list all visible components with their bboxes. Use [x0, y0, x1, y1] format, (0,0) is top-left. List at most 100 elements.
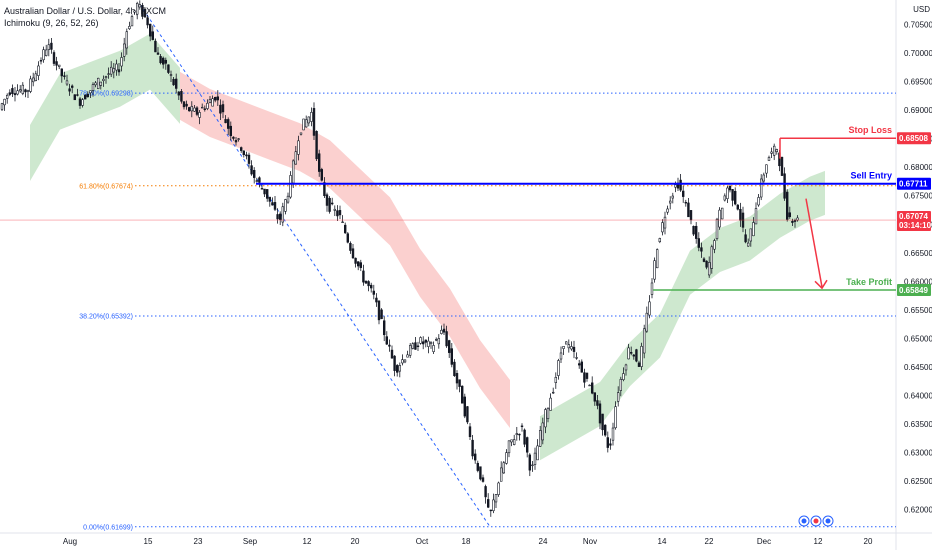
candle [255, 180, 258, 182]
candle [700, 247, 703, 252]
current-price-tag [897, 211, 931, 232]
candle [460, 385, 464, 404]
candle [661, 222, 664, 233]
candle [190, 106, 193, 112]
candle [356, 261, 360, 267]
ichimoku-cloud-bullish [30, 33, 180, 181]
candle [642, 328, 646, 354]
candle [687, 202, 690, 218]
candle [450, 348, 453, 365]
candle [497, 482, 500, 495]
candle [398, 365, 401, 372]
candle [234, 140, 238, 143]
trade-level-value: 0.65849 [899, 286, 928, 295]
x-tick-label: 18 [462, 537, 471, 546]
candle [182, 101, 186, 108]
candle [770, 151, 773, 154]
candle [164, 59, 167, 64]
candle [294, 151, 297, 165]
candle [304, 119, 308, 128]
currency-label: USD [913, 5, 930, 14]
candle [684, 201, 688, 204]
candle [55, 61, 58, 66]
x-tick-label: 23 [194, 537, 203, 546]
candle [609, 443, 612, 446]
candle [525, 437, 529, 453]
candle [11, 88, 14, 94]
candle [13, 93, 17, 96]
candle [780, 156, 784, 176]
candle [427, 340, 430, 347]
candle [16, 90, 19, 95]
candle [749, 228, 753, 242]
candle [268, 196, 271, 202]
candle [336, 210, 339, 217]
candle [492, 499, 495, 512]
candle [447, 340, 451, 353]
fib-level-label: 78.60%(0.69298) [79, 91, 133, 98]
candle [159, 56, 162, 64]
y-tick-label: 0.70000 [904, 49, 932, 58]
candle [788, 212, 792, 218]
candle [203, 108, 206, 110]
fib-level-label: 61.80%(0.67674) [79, 183, 133, 190]
candle [736, 204, 740, 210]
candle [401, 359, 404, 364]
candle [762, 174, 766, 182]
candle [645, 312, 649, 332]
y-tick-label: 0.62500 [904, 477, 932, 486]
candle [414, 342, 417, 350]
candle [572, 346, 576, 352]
candle [65, 80, 69, 85]
candle [505, 452, 508, 464]
candle [5, 94, 9, 99]
economic-event-icon-dot [813, 518, 819, 524]
candle [544, 409, 547, 428]
trade-level-tag [897, 132, 931, 145]
x-tick-label: 20 [351, 537, 360, 546]
candle [3, 98, 6, 106]
candle [307, 116, 310, 124]
candle [432, 345, 435, 352]
candle [86, 93, 90, 98]
candle [362, 270, 365, 283]
candle [136, 3, 139, 15]
candle [224, 119, 227, 124]
candle [175, 78, 178, 89]
candle [57, 64, 61, 67]
y-tick-label: 0.65500 [904, 306, 932, 315]
candle [502, 462, 505, 474]
candle [689, 210, 693, 221]
economic-event-icon-dot [825, 518, 831, 524]
candle [601, 413, 604, 431]
candle [707, 262, 711, 276]
candle [494, 494, 498, 503]
candle [229, 125, 232, 137]
candle [18, 89, 22, 92]
candle [310, 112, 313, 122]
candle [635, 349, 638, 362]
trade-level-label: Stop Loss [848, 125, 892, 135]
candle [455, 373, 459, 384]
candle [570, 346, 573, 350]
trade-level-label: Sell Entry [850, 171, 892, 181]
candle [151, 31, 154, 40]
candle [411, 343, 414, 349]
candle [323, 182, 326, 196]
candle [369, 284, 373, 289]
candle [486, 499, 490, 508]
candle [616, 392, 620, 402]
candle [697, 238, 701, 248]
candle [258, 177, 261, 183]
trade-level-tag [897, 283, 931, 296]
candle [146, 17, 149, 26]
candle [759, 178, 763, 198]
candle [388, 344, 391, 347]
candle [240, 147, 243, 151]
ichimoku-cloud-bullish [540, 170, 825, 461]
x-tick-label: 12 [303, 537, 312, 546]
candle [622, 373, 625, 380]
candle [24, 89, 27, 93]
candle [668, 200, 672, 204]
